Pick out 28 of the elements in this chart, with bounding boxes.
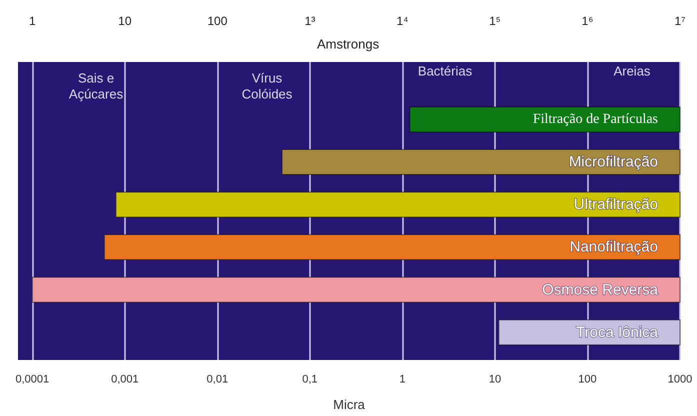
text: 1 bbox=[28, 14, 36, 28]
x-tick-label: 1 bbox=[399, 374, 406, 386]
x-tick-label: 10 bbox=[488, 374, 502, 386]
x-tick-label: 0,001 bbox=[111, 374, 139, 386]
x2-axis-title: Amstrongs bbox=[316, 36, 380, 52]
y-tick-label: Filtração de Partículas bbox=[532, 112, 658, 127]
text: 1⁷ bbox=[674, 14, 686, 28]
annotation: Sais e Açúcares bbox=[68, 70, 124, 102]
text: 1⁴ bbox=[396, 14, 408, 28]
annotation: Bactérias bbox=[418, 64, 473, 78]
y-tick-label: Microfiltração bbox=[568, 154, 658, 171]
text: 10 bbox=[118, 14, 132, 28]
y-tick-label: Osmose Reversa bbox=[542, 281, 659, 298]
text: 1⁶ bbox=[582, 14, 594, 28]
text: 1⁵ bbox=[489, 14, 501, 28]
text: 100 bbox=[207, 14, 228, 28]
y-tick-label: Nanofiltração bbox=[570, 238, 658, 256]
x-tick-label: 0,01 bbox=[206, 374, 228, 386]
x-tick-label: 100 bbox=[578, 374, 597, 386]
x-tick-label: 0,1 bbox=[302, 374, 318, 386]
y-tick-label: Troca Iônica bbox=[576, 324, 659, 341]
text: 1³ bbox=[304, 14, 316, 28]
annotation: Vírus Colóides bbox=[242, 70, 293, 102]
x-tick-label: 1000 bbox=[668, 374, 692, 386]
y-tick-label: Ultrafiltração bbox=[574, 196, 658, 214]
x-tick-label: 0,0001 bbox=[16, 374, 50, 386]
x-axis-title: Micra bbox=[333, 397, 366, 412]
annotation: Areias bbox=[614, 64, 651, 78]
